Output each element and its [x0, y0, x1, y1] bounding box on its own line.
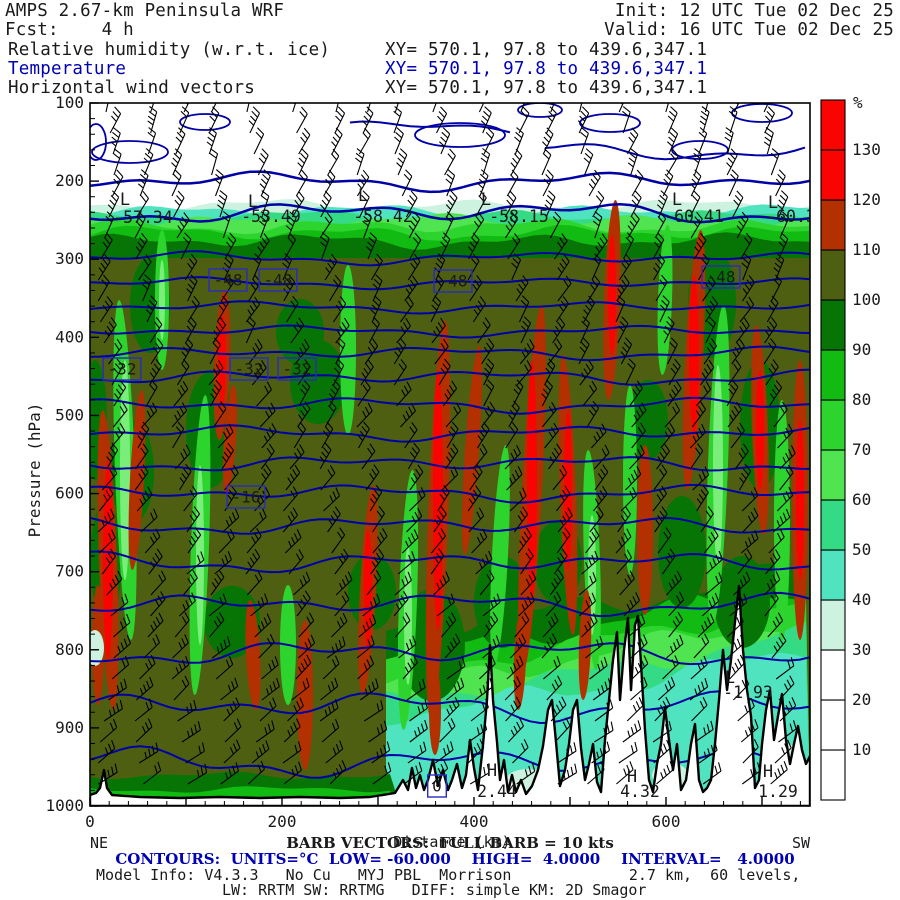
- valid-time: Valid: 16 UTC Tue 02 Dec 25: [604, 20, 894, 40]
- svg-text:-16: -16: [232, 488, 261, 507]
- svg-text:-32: -32: [108, 360, 137, 379]
- temperature-contours: [90, 103, 810, 779]
- svg-text:40: 40: [852, 590, 871, 609]
- right-end-label: SW: [792, 834, 811, 852]
- svg-text:-48: -48: [264, 271, 293, 290]
- svg-text:H: H: [763, 762, 773, 782]
- field-label-wind: Horizontal wind vectors: [8, 78, 255, 98]
- svg-text:L: L: [672, 190, 682, 210]
- svg-text:-32: -32: [235, 360, 264, 379]
- barb-vectors-note: BARB VECTORS: FULL BARB = 10 kts: [286, 834, 614, 852]
- svg-text:30: 30: [852, 640, 871, 659]
- svg-text:1000: 1000: [45, 796, 84, 815]
- svg-text:600: 600: [55, 484, 84, 503]
- svg-text:Pressure (hPa): Pressure (hPa): [25, 403, 44, 538]
- svg-text:80: 80: [852, 390, 871, 409]
- field-xy-rh: XY= 570.1, 97.8 to 439.6,347.1: [385, 40, 708, 60]
- svg-text:60: 60: [852, 490, 871, 509]
- svg-text:%: %: [853, 93, 863, 112]
- svg-text:400: 400: [55, 327, 84, 346]
- svg-text:L: L: [120, 190, 130, 210]
- field-xy-temp: XY= 570.1, 97.8 to 439.6,347.1: [385, 59, 708, 79]
- svg-text:-48: -48: [214, 271, 243, 290]
- field-label-rh: Relative humidity (w.r.t. ice): [8, 40, 331, 60]
- svg-text:10: 10: [852, 740, 871, 759]
- svg-text:300: 300: [55, 249, 84, 268]
- svg-text:-57.34: -57.34: [113, 208, 173, 227]
- model-info-line2: LW: RRTM SW: RRTMG DIFF: simple KM: 2D S…: [222, 881, 647, 899]
- svg-text:H: H: [487, 761, 497, 781]
- svg-text:20: 20: [852, 690, 871, 709]
- svg-text:-48: -48: [439, 272, 468, 291]
- field-label-temp: Temperature: [8, 59, 127, 79]
- svg-text:90: 90: [852, 340, 871, 359]
- svg-text:0: 0: [85, 812, 95, 831]
- svg-text:-58.15: -58.15: [489, 207, 549, 226]
- contours-note: CONTOURS: UNITS=°C LOW= -60.000 HIGH= 4.…: [115, 850, 795, 868]
- contour-labels: -48 -48 -48 -48-32 -32 -32-160L-57.34L-53.49L…: [102, 186, 816, 801]
- svg-text:-48: -48: [707, 268, 736, 287]
- svg-text:L: L: [248, 192, 258, 212]
- svg-text:L: L: [358, 186, 368, 206]
- svg-text:120: 120: [852, 190, 881, 209]
- svg-text:0: 0: [432, 777, 442, 796]
- svg-text:110: 110: [852, 240, 881, 259]
- x-axis-title: Distance (km): [393, 833, 511, 851]
- svg-text:900: 900: [55, 718, 84, 737]
- svg-text:-60.3: -60.3: [766, 207, 816, 226]
- svg-text:-32: -32: [283, 360, 312, 379]
- svg-text:400: 400: [460, 812, 489, 831]
- left-end-label: NE: [90, 834, 109, 852]
- svg-text:-1.93: -1.93: [723, 683, 773, 702]
- svg-text:100: 100: [852, 290, 881, 309]
- svg-text:500: 500: [55, 405, 84, 424]
- svg-text:-53.49: -53.49: [241, 207, 301, 226]
- humidity-field: [90, 103, 810, 806]
- svg-text:-58.42: -58.42: [353, 207, 413, 226]
- field-xy-wind: XY= 570.1, 97.8 to 439.6,347.1: [385, 78, 708, 98]
- svg-text:600: 600: [652, 812, 681, 831]
- model-info-line1: Model Info: V4.3.3 No Cu MYJ PBL Morriso…: [96, 866, 801, 884]
- wind-barbs: [97, 103, 797, 785]
- svg-text:130: 130: [852, 140, 881, 159]
- svg-text:100: 100: [55, 93, 84, 112]
- svg-text:4.32: 4.32: [620, 782, 660, 801]
- model-title: AMPS 2.67-km Peninsula WRF: [5, 1, 285, 21]
- svg-text:2.44: 2.44: [477, 782, 517, 801]
- svg-text:-60.41: -60.41: [664, 207, 724, 226]
- svg-text:200: 200: [55, 171, 84, 190]
- svg-text:700: 700: [55, 562, 84, 581]
- colorbar: 10 20 30 40 50 60 70 80 90 100 110 120 130%: [820, 93, 881, 801]
- svg-text:L: L: [768, 193, 778, 213]
- svg-text:H: H: [627, 767, 637, 787]
- svg-text:50: 50: [852, 540, 871, 559]
- svg-text:L: L: [725, 668, 735, 688]
- svg-text:200: 200: [268, 812, 297, 831]
- svg-text:L: L: [481, 190, 491, 210]
- forecast-hour: Fcst: 4 h: [5, 20, 134, 40]
- svg-text:70: 70: [852, 440, 871, 459]
- init-time: Init: 12 UTC Tue 02 Dec 25: [614, 1, 894, 21]
- svg-text:800: 800: [55, 640, 84, 659]
- svg-text:1.29: 1.29: [758, 782, 798, 801]
